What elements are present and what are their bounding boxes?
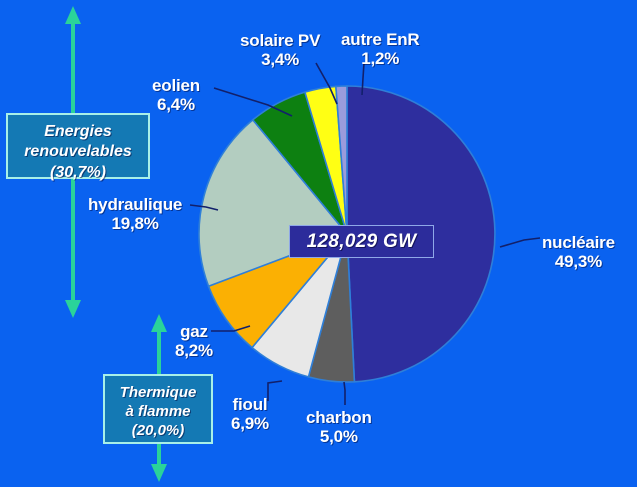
slice-label-autre-enr-name: autre EnR xyxy=(341,30,420,49)
slice-label-solaire-pv-pct: 3,4% xyxy=(261,50,300,70)
callout-thermal-line2: à flamme xyxy=(125,403,191,421)
leader-line-charbon xyxy=(343,381,346,405)
slice-label-solaire-pv-name: solaire PV xyxy=(240,31,321,50)
slice-label-eolien-name: eolien xyxy=(152,76,200,95)
slice-label-hydraulique: hydraulique 19,8% xyxy=(88,195,182,233)
slice-label-fioul-pct: 6,9% xyxy=(231,414,269,434)
slice-label-fioul: fioul 6,9% xyxy=(231,395,269,433)
slice-label-hydraulique-name: hydraulique xyxy=(88,195,183,214)
callout-renewables-line3: (30,7%) xyxy=(49,163,107,181)
slice-label-autre-enr-pct: 1,2% xyxy=(361,49,400,69)
slice-label-eolien: eolien 6,4% xyxy=(152,76,200,114)
total-capacity-badge: 128,029 GW xyxy=(289,225,434,258)
slice-label-gaz-name: gaz xyxy=(180,322,208,341)
slice-label-nucleaire: nucléaire 49,3% xyxy=(542,233,615,271)
slice-label-charbon-name: charbon xyxy=(306,408,372,427)
slice-label-gaz: gaz 8,2% xyxy=(175,322,213,360)
slice-label-charbon: charbon 5,0% xyxy=(306,408,372,446)
slice-label-charbon-pct: 5,0% xyxy=(319,427,358,447)
leader-line-nucleaire xyxy=(499,237,541,248)
slice-label-autre-enr: autre EnR 1,2% xyxy=(341,30,420,68)
slice-label-eolien-pct: 6,4% xyxy=(156,95,195,115)
callout-renewables-line2: renouvelables xyxy=(24,143,132,161)
leader-line-fioul xyxy=(267,380,283,401)
callout-renewables: Energies renouvelables (30,7%) xyxy=(6,113,150,181)
callout-thermal-line1: Thermique xyxy=(119,384,197,401)
slice-label-solaire-pv: solaire PV 3,4% xyxy=(240,31,320,69)
slice-label-gaz-pct: 8,2% xyxy=(175,341,213,361)
slice-label-nucleaire-pct: 49,3% xyxy=(554,252,603,272)
callout-thermal: Thermique à flamme (20,0%) xyxy=(103,374,213,444)
slice-label-nucleaire-name: nucléaire xyxy=(542,233,615,252)
callout-renewables-line1: Energies xyxy=(44,123,112,140)
callout-thermal-line3: (20,0%) xyxy=(131,422,185,440)
slice-label-fioul-name: fioul xyxy=(232,395,268,414)
slice-label-hydraulique-pct: 19,8% xyxy=(111,214,159,234)
